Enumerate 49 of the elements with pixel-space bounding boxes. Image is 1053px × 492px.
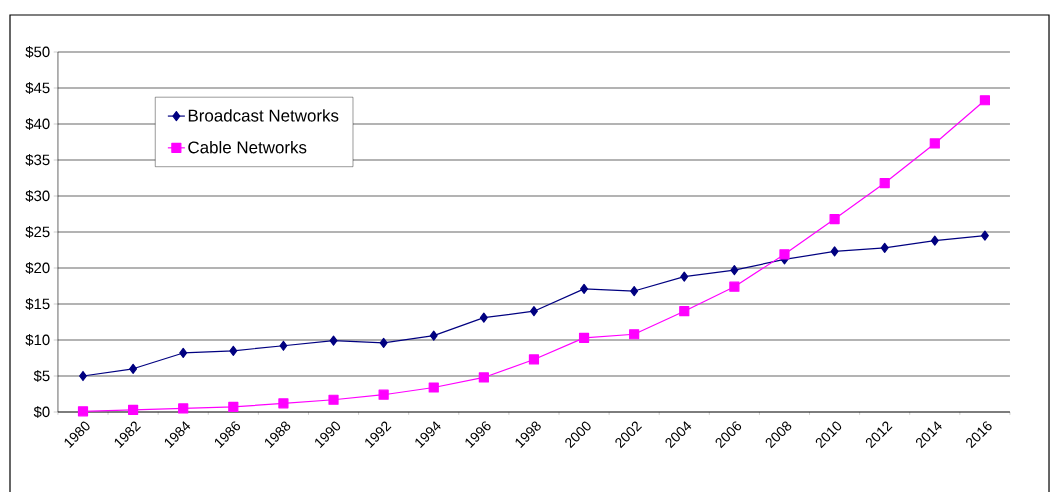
point bbox=[729, 281, 740, 292]
point bbox=[178, 403, 189, 414]
point bbox=[278, 398, 289, 409]
point bbox=[77, 406, 89, 417]
point bbox=[629, 329, 640, 340]
point bbox=[179, 347, 188, 359]
point bbox=[528, 354, 540, 365]
point bbox=[578, 332, 590, 343]
point bbox=[229, 345, 238, 356]
y-tick-label: $40 bbox=[25, 117, 50, 131]
point bbox=[679, 306, 690, 317]
point bbox=[128, 404, 139, 415]
legend-label: Cable Networks bbox=[188, 140, 307, 154]
y-tick-label: $50 bbox=[25, 45, 50, 59]
y-tick-label: $15 bbox=[25, 297, 50, 311]
y-tick-label: $0 bbox=[33, 405, 50, 419]
point bbox=[529, 306, 538, 317]
point bbox=[779, 249, 790, 260]
point bbox=[428, 382, 439, 393]
y-tick-label: $30 bbox=[25, 189, 50, 203]
point bbox=[979, 95, 991, 106]
point bbox=[129, 363, 138, 374]
y-tick-label: $20 bbox=[25, 261, 50, 275]
y-tick-label: $45 bbox=[25, 81, 50, 95]
y-tick-label: $10 bbox=[25, 333, 50, 347]
point bbox=[228, 401, 239, 413]
point bbox=[680, 271, 689, 282]
point bbox=[378, 389, 389, 400]
point bbox=[580, 283, 589, 294]
point bbox=[730, 265, 739, 276]
point bbox=[478, 372, 489, 383]
point bbox=[329, 335, 338, 346]
point bbox=[880, 242, 889, 253]
point bbox=[830, 246, 839, 257]
legend-label: Broadcast Networks bbox=[188, 109, 339, 122]
point bbox=[279, 340, 288, 351]
point bbox=[929, 138, 940, 149]
y-tick-label: $25 bbox=[25, 225, 50, 239]
point bbox=[879, 177, 890, 189]
point bbox=[328, 394, 339, 405]
point bbox=[829, 213, 840, 225]
point bbox=[630, 285, 639, 297]
point bbox=[479, 312, 488, 323]
y-tick-label: $5 bbox=[33, 369, 50, 383]
y-tick-label: $35 bbox=[25, 153, 50, 167]
point bbox=[930, 235, 939, 246]
point bbox=[379, 337, 388, 348]
point bbox=[429, 330, 438, 341]
point bbox=[980, 230, 989, 241]
